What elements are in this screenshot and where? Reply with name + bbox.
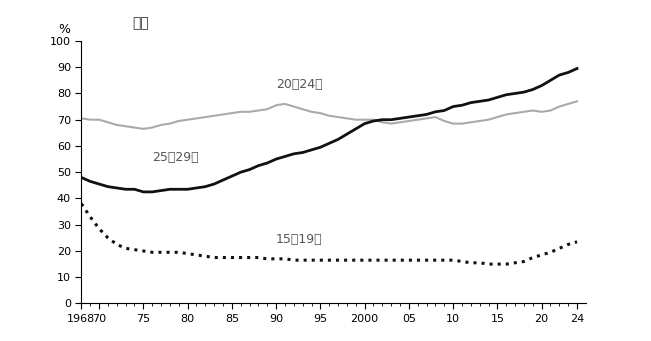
Text: 15～19歳: 15～19歳: [276, 233, 323, 246]
Text: %: %: [59, 23, 71, 36]
Text: 女性: 女性: [132, 16, 148, 30]
Text: 25～29歳: 25～29歳: [152, 151, 199, 164]
Text: 20～24歳: 20～24歳: [276, 78, 323, 91]
